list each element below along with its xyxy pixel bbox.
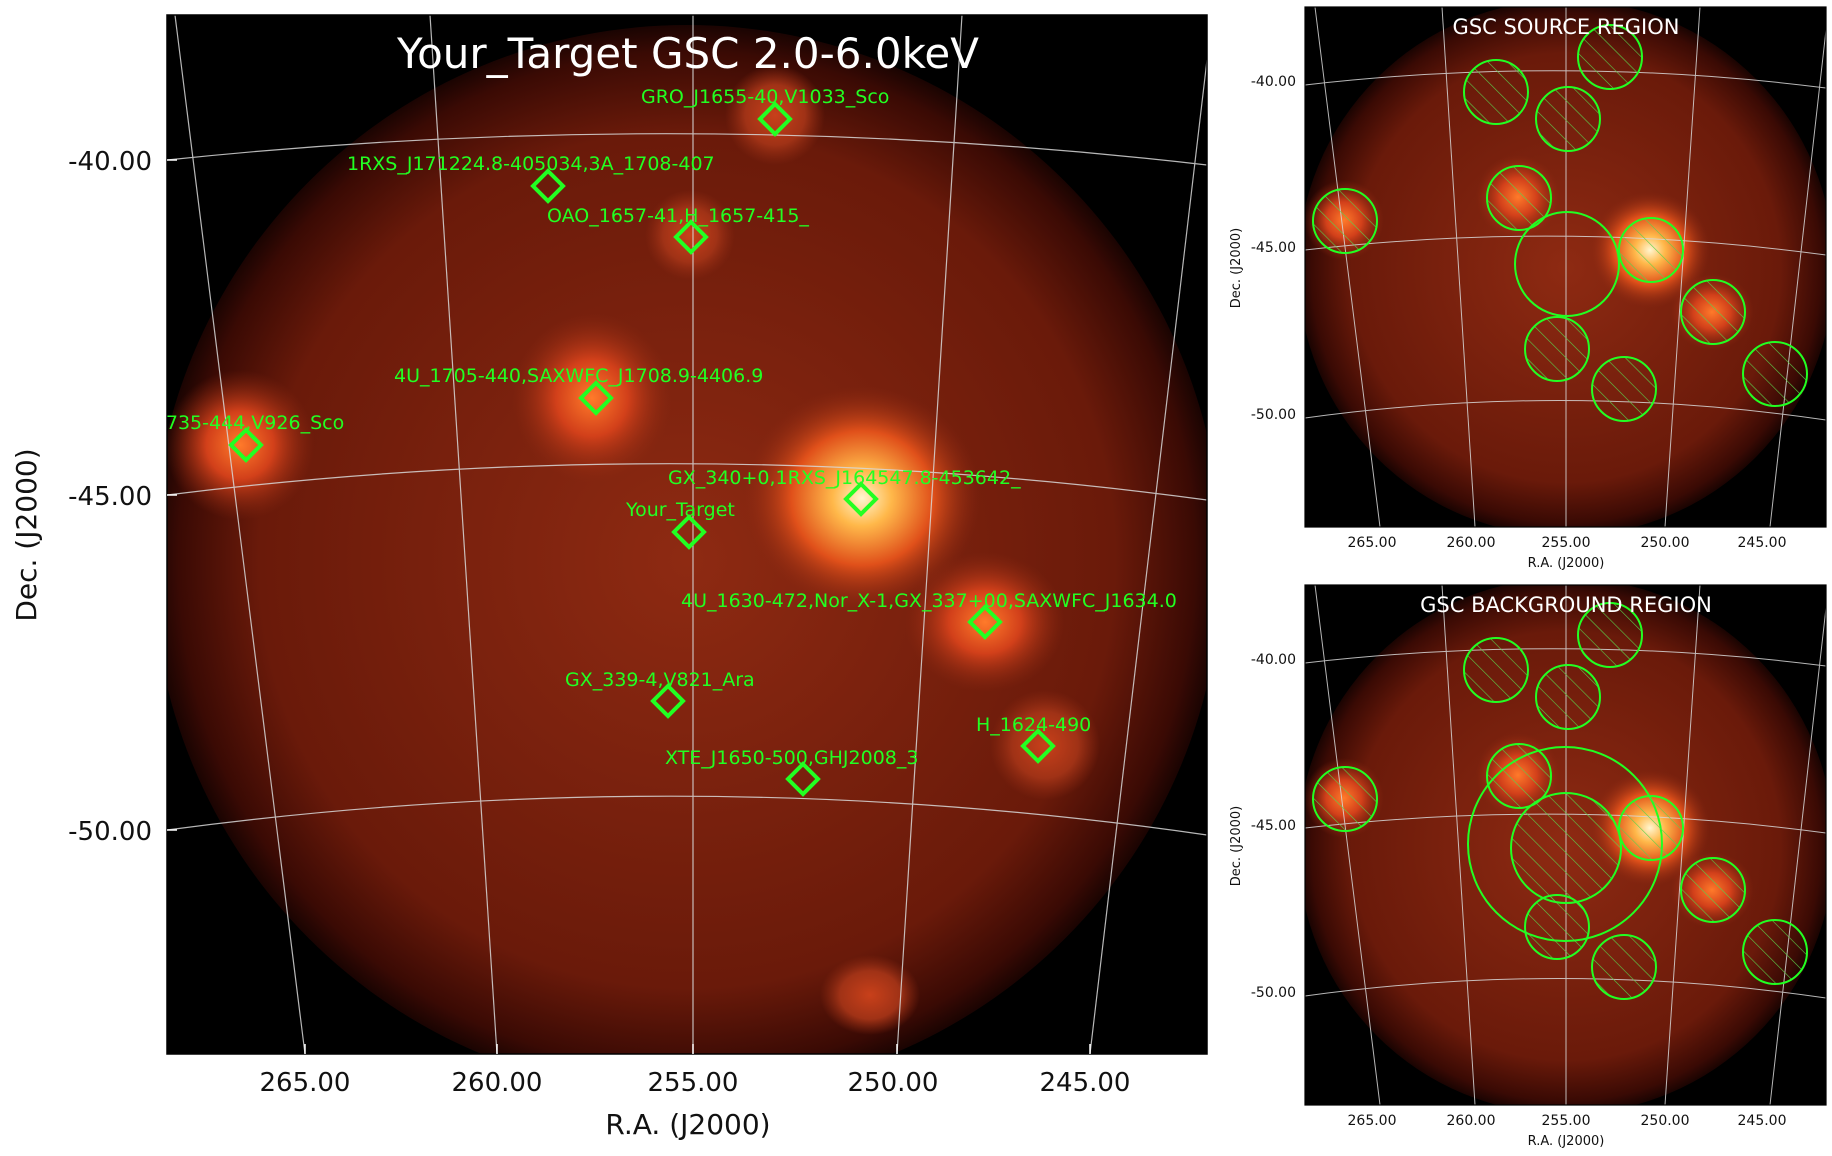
main-panel: Your_Target GSC 2.0-6.0keV GRO_J1655-40,… — [10, 14, 1208, 1141]
source-label: H_1735-444,V926_Sco — [130, 412, 344, 434]
ra-tick-label: 250.00 — [848, 1068, 939, 1098]
main-grid — [167, 15, 1207, 1054]
ra-tick-label: 255.00 — [1542, 1113, 1591, 1129]
dec-tick-label: -40.00 — [1251, 74, 1296, 90]
source-label: GRO_J1655-40,V1033_Sco — [641, 86, 889, 108]
marker-gx339 — [650, 683, 686, 719]
ra-tick-label: 255.00 — [648, 1068, 739, 1098]
ra-tick-label: 250.00 — [1641, 1113, 1690, 1129]
marker-gro1655 — [757, 101, 793, 137]
marker-your-target — [671, 514, 707, 550]
src-xlabel: R.A. (J2000) — [1528, 556, 1605, 571]
ra-tick-label: 260.00 — [1447, 1113, 1496, 1129]
marker-4u1705 — [578, 380, 614, 416]
source-label: H_1624-490 — [976, 714, 1091, 736]
glow-gx340 — [744, 386, 980, 610]
dec-tick-label: -40.00 — [1251, 652, 1296, 668]
dec-tick-label: -45.00 — [1251, 240, 1296, 256]
bkg-xlabel: R.A. (J2000) — [1528, 1134, 1605, 1149]
main-dec-ticks: -40.00 -45.00 -50.00 — [68, 147, 152, 847]
source-label: GX_339-4,V821_Ara — [565, 669, 755, 691]
source-label: GX_340+0,1RXS_J164547.8-453642_ — [668, 467, 1021, 489]
marker-4u1630 — [967, 604, 1003, 640]
glow-h1624 — [990, 690, 1100, 800]
main-title: Your_Target GSC 2.0-6.0keV — [396, 29, 979, 78]
source-label: OAO_1657-41,H_1657-415_ — [547, 205, 809, 227]
glow-bottom — [820, 955, 920, 1035]
source-region-panel: GSC SOURCE REGION -40.00 -45.00 -50.00 2… — [1229, 6, 1827, 571]
background-region-panel: GSC BACKGROUND REGION -40.00 -45.00 -50.… — [1229, 584, 1827, 1149]
ra-tick-label: 245.00 — [1738, 1113, 1787, 1129]
main-field-of-view — [167, 25, 1207, 1054]
dec-tick-label: -40.00 — [68, 147, 152, 177]
ra-tick-label: 265.00 — [1348, 1113, 1397, 1129]
dec-tick-label: -45.00 — [1251, 818, 1296, 834]
main-frame — [166, 14, 1208, 1055]
marker-h1624 — [1020, 728, 1056, 764]
source-label: Your_Target — [625, 499, 735, 521]
glow-oao1657 — [645, 190, 735, 280]
dec-tick-label: -50.00 — [68, 817, 152, 847]
src-title: GSC SOURCE REGION — [1453, 15, 1680, 39]
ra-tick-label: 250.00 — [1641, 535, 1690, 551]
marker-gx340 — [843, 481, 879, 517]
ra-tick-label: 265.00 — [260, 1068, 351, 1098]
source-label: 4U_1705-440,SAXWFC_J1708.9-4406.9 — [394, 365, 763, 387]
glow-gro1655 — [725, 65, 825, 165]
ra-tick-label: 245.00 — [1738, 535, 1787, 551]
main-ylabel: Dec. (J2000) — [10, 448, 43, 621]
marker-xte1650 — [785, 761, 821, 797]
ra-tick-label: 245.00 — [1040, 1068, 1131, 1098]
bkg-title: GSC BACKGROUND REGION — [1420, 593, 1712, 617]
src-ylabel: Dec. (J2000) — [1229, 228, 1244, 308]
source-labels: GRO_J1655-40,V1033_Sco 1RXS_J171224.8-40… — [130, 86, 1177, 769]
glow-4u1630 — [905, 552, 1065, 692]
glow-h1735 — [167, 370, 315, 520]
src-extraction-circle — [1514, 211, 1620, 317]
source-label: 4U_1630-472,Nor_X-1,GX_337+00,SAXWFC_J16… — [681, 590, 1177, 612]
dec-tick-label: -50.00 — [1251, 985, 1296, 1001]
marker-h1735 — [228, 427, 264, 463]
bkg-ylabel: Dec. (J2000) — [1229, 806, 1244, 886]
source-label: XTE_J1650-500,GHJ2008_3 — [665, 747, 918, 769]
marker-1rxs1712 — [530, 168, 566, 204]
marker-oao1657 — [673, 219, 709, 255]
ra-tick-label: 265.00 — [1348, 535, 1397, 551]
dec-tick-label: -50.00 — [1251, 407, 1296, 423]
source-label: 1RXS_J171224.8-405034,3A_1708-407 — [347, 153, 715, 175]
src-field-of-view — [1305, 7, 1826, 527]
glow-4u1705 — [512, 313, 672, 483]
ra-tick-label: 260.00 — [1447, 535, 1496, 551]
main-ticks — [167, 159, 1091, 1054]
dec-tick-label: -45.00 — [68, 482, 152, 512]
main-xlabel: R.A. (J2000) — [605, 1108, 770, 1141]
ra-tick-label: 255.00 — [1542, 535, 1591, 551]
ra-tick-label: 260.00 — [452, 1068, 543, 1098]
source-markers — [228, 101, 1056, 797]
main-ra-ticks: 265.00 260.00 255.00 250.00 245.00 — [260, 1068, 1131, 1098]
